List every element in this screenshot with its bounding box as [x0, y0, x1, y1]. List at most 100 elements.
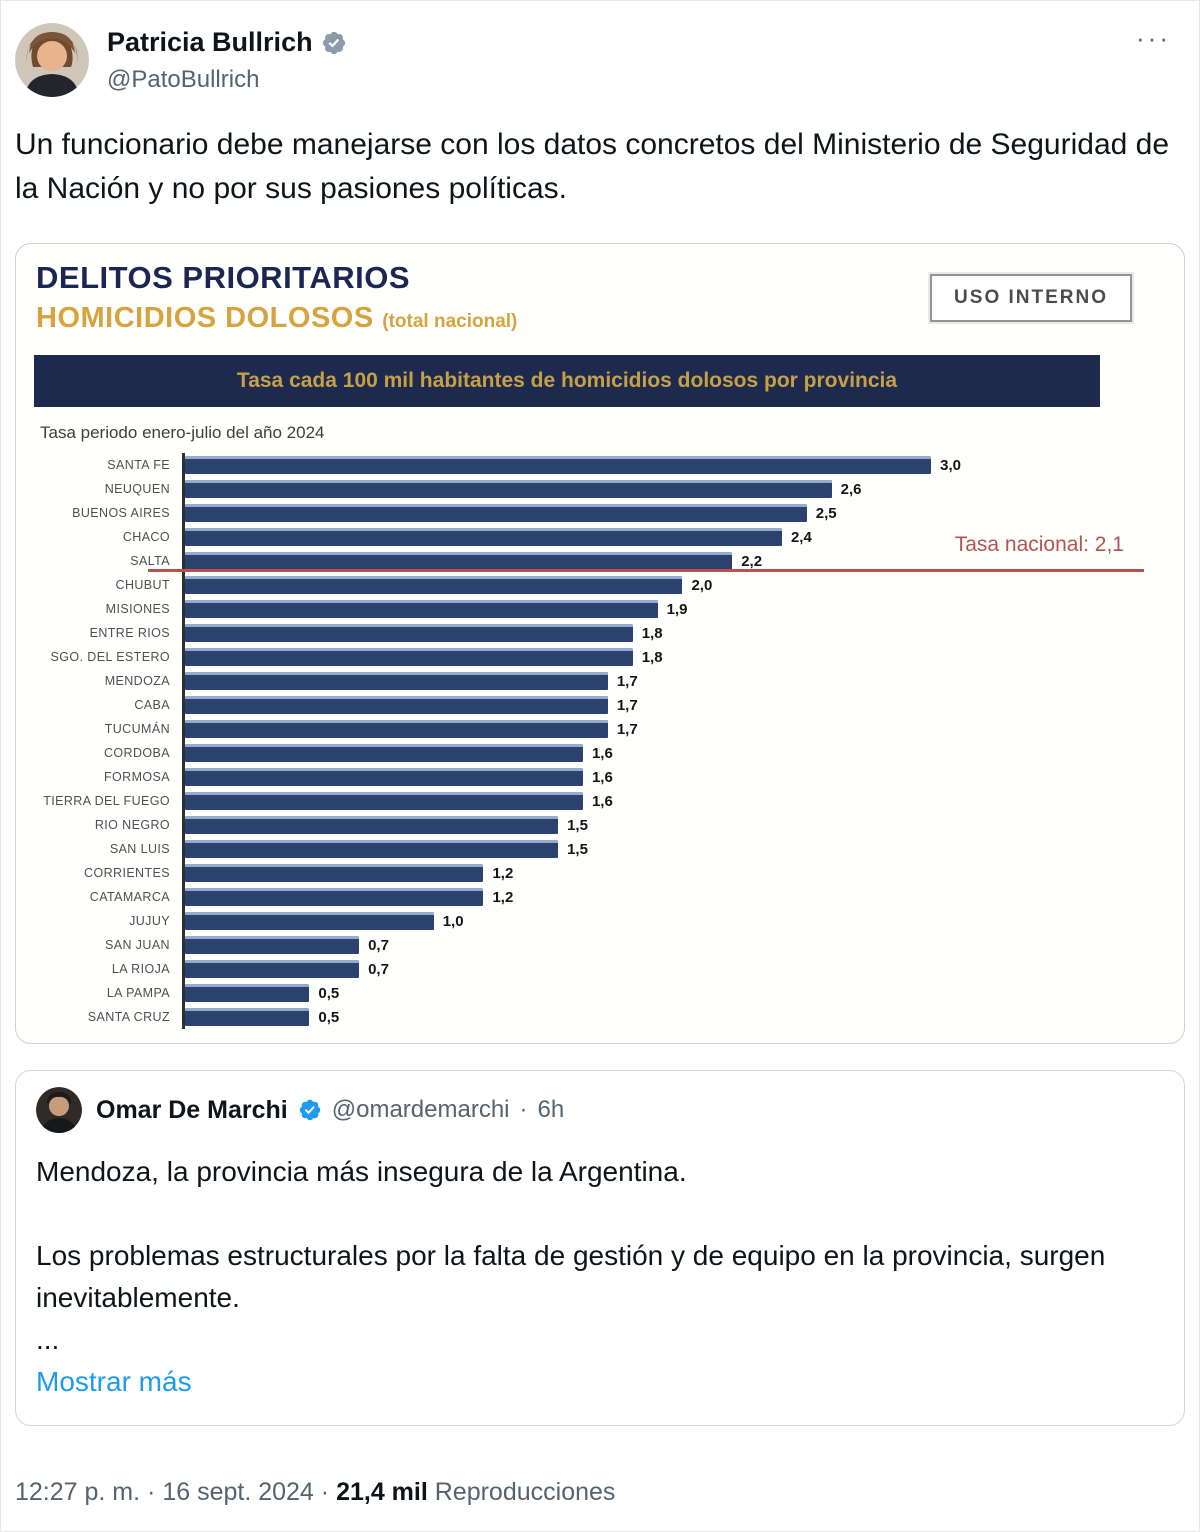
bar-chart: SANTA FE 3,0 NEUQUEN 2,6 BUENOS AIRES 2,5 CHAC… — [30, 453, 1172, 1030]
province-label: LA RIOJA — [111, 962, 170, 977]
bar — [185, 552, 733, 571]
bar-value-label: 1,7 — [616, 672, 638, 690]
bar-value-label: 0,7 — [368, 960, 389, 978]
bar-value-label: 1,5 — [567, 840, 588, 858]
bar-track: 1,7 — [182, 717, 1172, 742]
bar-row: SALTA 2,2 — [30, 549, 1172, 574]
bar-row: CORRIENTES 1,2 — [30, 861, 1172, 886]
bar-track: 1,6 — [182, 765, 1172, 790]
bar-row: CABA 1,7 — [30, 693, 1172, 718]
bar-track: 1,7 — [182, 669, 1172, 694]
bar-value-label: 1,5 — [567, 816, 588, 834]
province-label: SAN LUIS — [109, 842, 170, 857]
bar — [185, 888, 484, 907]
display-name[interactable]: Patricia Bullrich — [107, 27, 313, 57]
tweet-text: Un funcionario debe manejarse con los da… — [15, 128, 1170, 206]
bar-value-label: 2,5 — [815, 504, 837, 522]
bar-track: 3,0 — [182, 453, 1172, 478]
bar-value-label: 1,0 — [442, 912, 464, 930]
bar-row: NEUQUEN 2,6 — [30, 477, 1172, 502]
bar — [185, 864, 484, 883]
bar-value-label: 0,5 — [318, 984, 340, 1002]
province-label: SANTA FE — [107, 458, 170, 473]
bar — [185, 960, 360, 979]
province-label: SAN JUAN — [104, 938, 170, 953]
bar — [185, 576, 683, 595]
bar-row: TUCUMÁN 1,7 — [30, 717, 1172, 742]
quote-handle[interactable]: @omardemarchi — [331, 1096, 510, 1124]
verified-badge-icon — [322, 31, 345, 54]
bar-row: SGO. DEL ESTERO 1,8 — [30, 645, 1172, 670]
province-label: CORDOBA — [103, 746, 170, 761]
bar-value-label: 0,7 — [368, 936, 389, 954]
bar — [185, 744, 583, 763]
show-more-link[interactable]: Mostrar más — [36, 1366, 192, 1398]
province-label: CATAMARCA — [89, 890, 170, 905]
province-label: CHACO — [122, 530, 170, 545]
bar-row: MENDOZA 1,7 — [30, 669, 1172, 694]
bar-value-label: 0,5 — [318, 1008, 340, 1026]
views-count: 21,4 mil — [336, 1478, 428, 1507]
province-label: SALTA — [130, 554, 170, 569]
post-time: 12:27 p. m. — [15, 1478, 141, 1507]
bar-value-label: 1,6 — [591, 744, 613, 762]
tweet-header: Patricia Bullrich @PatoBullrich ··· — [15, 23, 1185, 97]
more-icon[interactable]: ··· — [1136, 23, 1171, 53]
bar-row: FORMOSA 1,6 — [30, 765, 1172, 790]
bar-row: RIO NEGRO 1,5 — [30, 813, 1172, 838]
bar-value-label: 1,7 — [616, 696, 638, 714]
bar — [185, 672, 608, 691]
user-handle[interactable]: @PatoBullrich — [107, 66, 260, 93]
province-label: FORMOSA — [104, 770, 170, 785]
bar-value-label: 1,8 — [641, 624, 663, 642]
province-label: TUCUMÁN — [104, 722, 170, 737]
quote-avatar-image — [36, 1087, 82, 1134]
bar-value-label: 2,4 — [790, 528, 812, 546]
province-label: MISIONES — [105, 602, 170, 617]
chart-titles: DELITOS PRIORITARIOS HOMICIDIOS DOLOSOS … — [36, 260, 517, 335]
province-label: BUENOS AIRES — [72, 506, 170, 521]
bar — [185, 912, 434, 931]
avatar[interactable] — [15, 23, 89, 97]
bar-row: SAN JUAN 0,7 — [30, 933, 1172, 958]
chart-title-gold: HOMICIDIOS DOLOSOS — [36, 302, 374, 335]
identity-block: Patricia Bullrich @PatoBullrich — [107, 23, 347, 94]
bar — [185, 456, 932, 475]
chart-card[interactable]: DELITOS PRIORITARIOS HOMICIDIOS DOLOSOS … — [15, 243, 1185, 1045]
bar — [185, 624, 633, 643]
province-label: CORRIENTES — [84, 866, 170, 881]
quoted-tweet-card[interactable]: Omar De Marchi @omardemarchi · 6h Mendoz… — [15, 1070, 1185, 1427]
quote-display-name[interactable]: Omar De Marchi — [96, 1095, 288, 1124]
tweet-meta-footer: 12:27 p. m. · 16 sept. 2024 · 21,4 mil R… — [15, 1478, 1185, 1507]
quote-avatar[interactable] — [36, 1087, 82, 1134]
bar-value-label: 1,2 — [492, 864, 514, 882]
bar — [185, 840, 559, 859]
bar-track: 1,6 — [182, 789, 1172, 814]
bar-row: LA PAMPA 0,5 — [30, 981, 1172, 1006]
internal-use-badge: USO INTERNO — [930, 274, 1132, 323]
national-rate-line — [148, 569, 1144, 573]
chart-header: DELITOS PRIORITARIOS HOMICIDIOS DOLOSOS … — [30, 250, 1172, 335]
bar-value-label: 1,2 — [492, 888, 514, 906]
avatar-image — [15, 23, 89, 97]
views-label[interactable]: Reproducciones — [434, 1478, 616, 1507]
bar-value-label: 2,2 — [741, 552, 763, 570]
bar-track: 1,5 — [182, 813, 1172, 838]
bar-track: 2,6 — [182, 477, 1172, 502]
bar-track: 1,9 — [182, 597, 1172, 622]
province-label: SANTA CRUZ — [87, 1010, 170, 1025]
bar — [185, 816, 559, 835]
bar-track: 0,7 — [182, 933, 1172, 958]
quote-verified-badge-icon — [299, 1099, 320, 1121]
province-label: RIO NEGRO — [94, 818, 170, 833]
bar-value-label: 2,0 — [691, 576, 713, 594]
bar-row: ENTRE RIOS 1,8 — [30, 621, 1172, 646]
bar — [185, 792, 583, 811]
bar-value-label: 2,6 — [840, 480, 862, 498]
bar-track: 1,7 — [182, 693, 1172, 718]
bar-row: SANTA FE 3,0 — [30, 453, 1172, 478]
bar-row: CATAMARCA 1,2 — [30, 885, 1172, 910]
province-label: TIERRA DEL FUEGO — [43, 794, 170, 809]
bar-track: 2,2 — [182, 549, 1172, 574]
province-label: SGO. DEL ESTERO — [50, 650, 170, 665]
